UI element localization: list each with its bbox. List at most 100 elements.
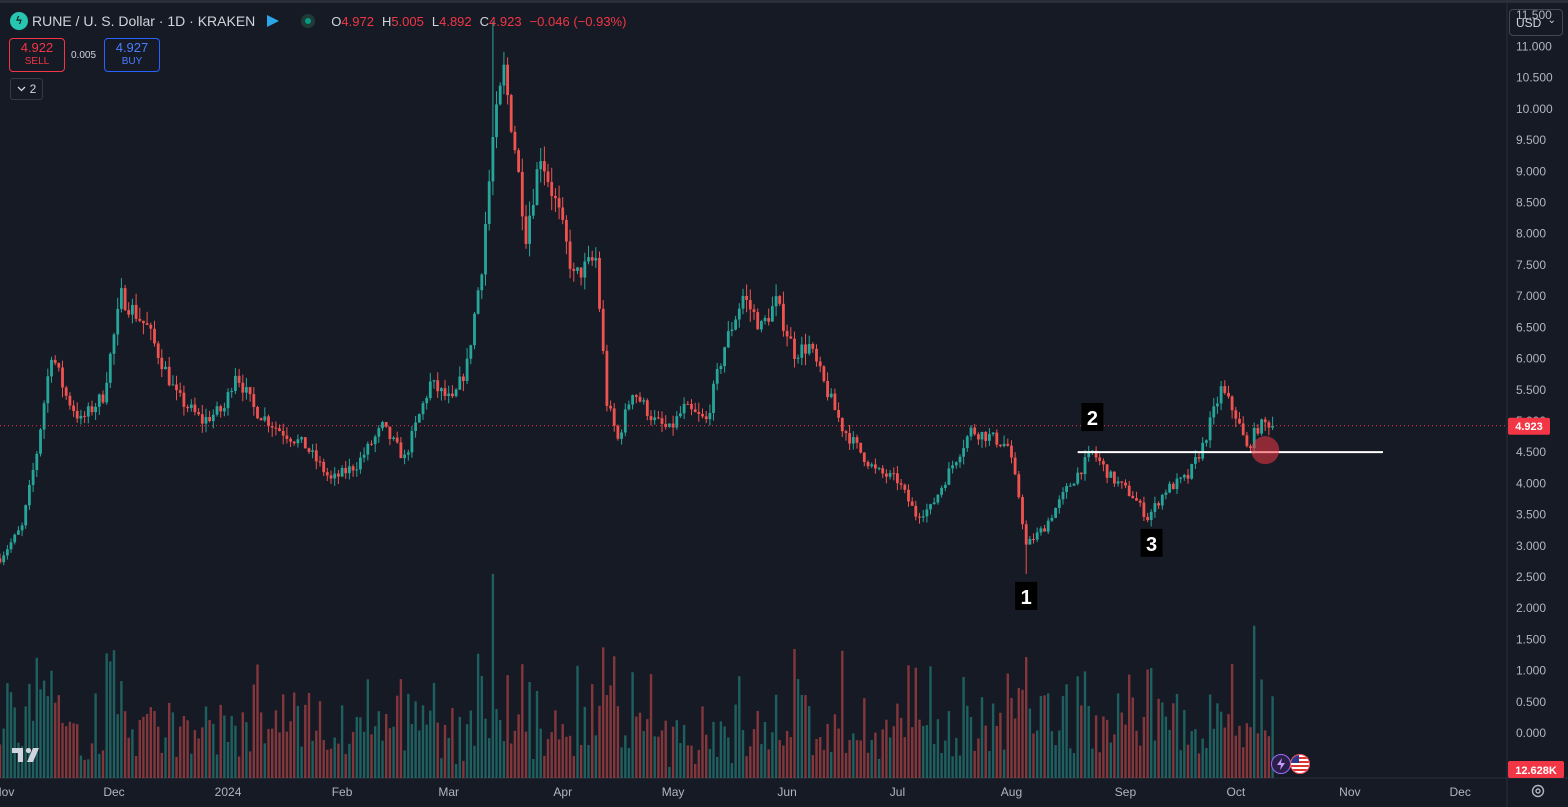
candle[interactable] [734,319,737,330]
candle[interactable] [311,450,314,452]
sell-button[interactable]: 4.922 SELL [9,38,65,72]
candle[interactable] [587,257,590,262]
candle[interactable] [0,558,2,563]
candle[interactable] [303,437,307,449]
candle[interactable] [1120,481,1124,483]
candle[interactable] [340,468,344,477]
candle[interactable] [693,409,697,412]
candle[interactable] [359,457,362,470]
candle[interactable] [782,303,785,331]
candle[interactable] [502,64,506,86]
candle[interactable] [230,391,234,393]
candle[interactable] [1142,502,1146,517]
candle[interactable] [796,357,800,359]
candle[interactable] [462,376,465,382]
candle[interactable] [1157,503,1160,506]
candle[interactable] [370,443,373,445]
highlight-marker[interactable] [1251,436,1280,465]
candle[interactable] [270,426,274,428]
candle[interactable] [907,489,910,502]
candle[interactable] [20,525,24,531]
candle[interactable] [668,423,671,427]
candle[interactable] [142,320,145,324]
candle[interactable] [53,359,57,364]
candle[interactable] [24,505,28,526]
candle[interactable] [962,448,965,457]
candle[interactable] [829,393,833,398]
candle[interactable] [1201,442,1205,459]
candle[interactable] [292,441,296,444]
candle[interactable] [314,450,318,462]
candle[interactable] [1271,425,1274,428]
candle[interactable] [399,442,403,459]
candle[interactable] [97,394,101,407]
candle[interactable] [995,432,999,445]
candle[interactable] [204,417,208,424]
candle[interactable] [929,504,932,510]
candle[interactable] [35,453,39,470]
candle[interactable] [506,64,509,96]
candle[interactable] [480,274,484,291]
candle[interactable] [554,196,557,199]
candle[interactable] [969,427,973,437]
candle[interactable] [348,466,351,474]
candle[interactable] [899,483,903,485]
candle[interactable] [1079,472,1083,475]
candle[interactable] [1098,457,1102,462]
candle[interactable] [421,403,425,415]
candle[interactable] [708,413,712,420]
candle[interactable] [219,406,223,412]
lightning-icon[interactable] [1271,754,1291,774]
candle[interactable] [583,261,587,278]
candle[interactable] [289,438,292,442]
candle[interactable] [410,430,414,453]
candle[interactable] [712,383,715,413]
candle[interactable] [469,345,473,359]
candle[interactable] [403,454,406,459]
candle[interactable] [818,361,822,367]
candle[interactable] [57,363,61,368]
candle[interactable] [333,473,337,479]
candle[interactable] [1035,532,1039,540]
candle[interactable] [815,348,818,362]
candle[interactable] [1068,485,1072,487]
candle[interactable] [1028,539,1032,545]
candle[interactable] [443,388,447,396]
candle[interactable] [318,461,322,463]
candle[interactable] [804,344,807,354]
candle[interactable] [476,290,480,314]
candle[interactable] [1241,423,1245,436]
candle[interactable] [943,484,947,488]
candle[interactable] [325,472,329,476]
candle[interactable] [384,422,388,427]
market-status-icon[interactable] [301,14,316,28]
candle[interactable] [704,416,708,420]
candle[interactable] [495,104,498,138]
candle[interactable] [366,443,370,455]
candle[interactable] [723,347,726,367]
candle[interactable] [2,555,6,563]
candle[interactable] [793,338,796,359]
candle[interactable] [458,376,462,390]
candle[interactable] [609,405,612,409]
candle[interactable] [377,428,381,437]
candle[interactable] [616,425,620,439]
candle[interactable] [1024,524,1028,545]
candle[interactable] [94,406,97,413]
candle[interactable] [1267,422,1271,428]
candle[interactable] [171,384,175,386]
candle[interactable] [178,390,182,393]
candle[interactable] [473,313,476,346]
candle[interactable] [440,388,443,392]
candle[interactable] [973,427,977,435]
candle[interactable] [539,161,543,170]
candle[interactable] [1182,474,1186,478]
candle[interactable] [248,387,252,395]
candle[interactable] [1212,406,1216,418]
candle[interactable] [256,407,259,419]
candle[interactable] [590,257,594,261]
candle[interactable] [1094,450,1098,458]
candle[interactable] [406,452,410,455]
candle[interactable] [881,468,885,474]
candle[interactable] [134,304,138,319]
